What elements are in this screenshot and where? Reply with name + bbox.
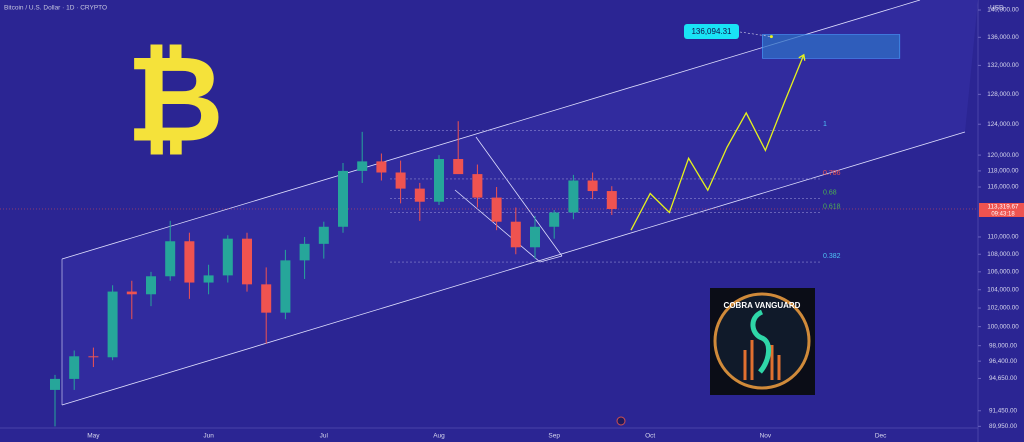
logo-cobra: [750, 309, 771, 374]
candle-body: [146, 276, 156, 295]
y-tick-label: 98,000.00: [989, 342, 1018, 349]
fib-label: 0.618: [823, 203, 841, 210]
logo-text: COBRA VANGUARD: [724, 301, 801, 310]
candle-body: [491, 197, 502, 222]
channel-fill: [62, 0, 978, 405]
candle-body: [453, 159, 464, 175]
fib-label: 1: [823, 121, 827, 128]
y-tick-label: 108,000.00: [987, 251, 1019, 258]
currency-label: USD: [990, 5, 1004, 12]
candle-body: [472, 174, 483, 198]
y-tick-label: 106,000.00: [987, 268, 1019, 275]
y-tick-label: 96,400.00: [989, 358, 1018, 365]
bitcoin-symbol: ₿: [126, 31, 224, 170]
candle-body: [280, 260, 291, 313]
candle-body: [222, 238, 233, 276]
candle-body: [261, 284, 272, 313]
projection-arrow: [798, 53, 806, 61]
y-tick-label: 128,000.00: [987, 91, 1019, 98]
candle-body: [299, 243, 310, 261]
candle-body: [376, 161, 387, 173]
target-label: 136,094.31: [691, 27, 732, 36]
y-tick-label: 118,000.00: [987, 168, 1019, 175]
candle-body: [203, 275, 214, 283]
y-tick-label: 120,000.00: [987, 152, 1019, 159]
candle-body: [165, 241, 176, 277]
x-tick-label: Aug: [433, 433, 445, 440]
candle-body: [69, 356, 80, 379]
x-tick-label: Dec: [875, 433, 887, 440]
y-tick-label: 104,000.00: [987, 286, 1019, 293]
candle-body: [50, 378, 60, 390]
x-tick-label: Jul: [320, 433, 329, 440]
candle-body: [184, 241, 195, 283]
candle-body: [568, 180, 579, 213]
target-zone: [762, 34, 901, 59]
y-tick-label: 89,950.00: [989, 423, 1018, 430]
x-tick-label: May: [87, 433, 100, 440]
candle-body: [88, 356, 99, 358]
candle-body: [530, 226, 540, 248]
candle-body: [126, 291, 137, 295]
y-tick-label: 91,450.00: [989, 407, 1018, 414]
fib-label: 0.786: [823, 170, 841, 177]
countdown-label: 09:43:18: [991, 212, 1015, 218]
y-tick-label: 100,000.00: [987, 323, 1019, 330]
y-tick-label: 124,000.00: [987, 121, 1019, 128]
candle-body: [318, 226, 329, 244]
candle-body: [242, 238, 252, 285]
candle-body: [357, 161, 368, 171]
x-tick-label: Oct: [645, 433, 655, 440]
target-leader: [739, 31, 772, 37]
last-price-box: [979, 202, 1024, 217]
wedge-line: [475, 136, 563, 257]
x-tick-label: Jun: [203, 433, 214, 440]
y-tick-label: 136,000.00: [987, 34, 1019, 41]
channel-lower: [61, 131, 966, 406]
symbol-header: Bitcoin / U.S. Dollar · 1D · CRYPTO: [4, 5, 107, 12]
candle-body: [395, 172, 406, 189]
fib-label: 0.68: [823, 189, 837, 196]
target-box: [684, 24, 739, 39]
x-tick-label: Sep: [548, 433, 560, 440]
logo-ring: [713, 292, 811, 390]
y-tick-label: 102,000.00: [987, 305, 1019, 312]
candle-body: [587, 180, 598, 192]
y-tick-label: 140,000.00: [987, 7, 1019, 14]
candle-body: [510, 221, 521, 248]
wedge-line: [454, 189, 541, 263]
candle-body: [606, 191, 617, 209]
logo-bars: [743, 340, 781, 380]
candle-body: [338, 170, 348, 227]
candle-body: [434, 159, 444, 202]
last-price-label: 113,319.67: [987, 204, 1019, 211]
candle-body: [414, 188, 425, 202]
y-tick-label: 132,000.00: [987, 62, 1019, 69]
event-icon: [616, 416, 626, 426]
y-tick-label: 94,650.00: [989, 375, 1018, 382]
y-tick-label: 110,000.00: [987, 234, 1019, 241]
fib-label: 0.382: [823, 253, 841, 260]
y-tick-label: 116,000.00: [987, 184, 1019, 191]
x-tick-label: Nov: [760, 433, 772, 440]
candle-body: [107, 291, 118, 358]
wedge-line: [539, 255, 563, 263]
target-point: [769, 35, 773, 39]
projection-line: [630, 54, 805, 231]
candle-body: [549, 212, 560, 227]
